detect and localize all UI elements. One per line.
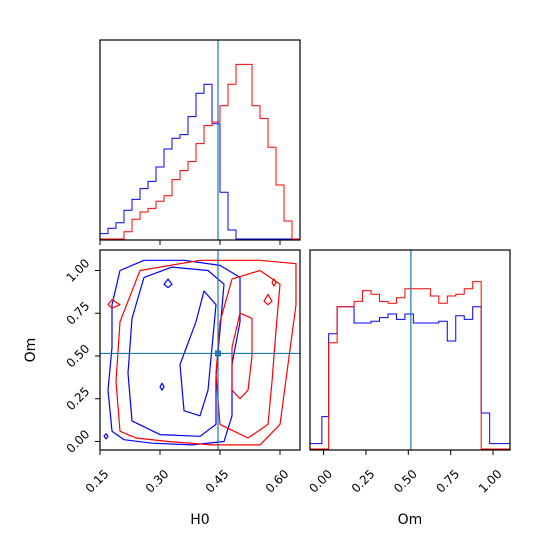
Om-marginal-x-tick-label: 1.00 [476,467,505,496]
H0-Om-joint-blue-contour [127,266,225,437]
H0-marginal-blue-histogram [99,83,300,240]
H0-Om-joint-blue-contour [179,290,217,417]
H0-Om-joint-x-tick-label: 0.45 [203,467,232,496]
H0-Om-joint-blue-contour [103,433,109,440]
x-axis-label-om: Om [398,512,423,528]
H0-Om-joint-blue-contour [163,278,173,289]
truth-point-marker [215,350,221,357]
h0-marginal-frame [99,39,301,241]
H0-Om-joint-red-contour [263,293,273,306]
H0-Om-joint-red-contour [115,259,297,446]
H0-Om-joint-blue-contour [107,259,241,446]
Om-marginal-red-histogram [310,281,510,450]
H0-Om-joint-x-tick-label: 0.15 [83,467,112,496]
H0-Om-joint-y-tick-label: 0.00 [64,427,93,456]
H0-Om-joint-y-tick-label: 1.00 [64,256,93,285]
H0-Om-joint-red-contour [231,312,253,400]
H0-Om-joint-y-tick-label: 0.25 [64,384,93,413]
H0-Om-joint-blue-contour [159,382,165,391]
H0-Om-joint-y-tick-label: 0.75 [64,299,93,328]
Om-marginal-x-tick-label: 0.75 [433,467,462,496]
Om-marginal-x-tick-label: 0.50 [391,467,420,496]
Om-marginal-blue-histogram [309,306,511,449]
y-axis-label-om: Om [23,338,39,363]
H0-Om-joint-red-contour [215,269,281,439]
om-marginal-panel: 0.00 0.25 0.50 0.75 1.00 [306,249,511,496]
H0-marginal-red-histogram [100,63,300,240]
Om-marginal-x-tick-label: 0.00 [306,467,335,496]
H0-Om-joint-x-tick-label: 0.60 [263,467,292,496]
H0-Om-joint-y-tick-label: 0.50 [64,342,93,371]
h0-om-joint-frame [99,249,301,451]
om-marginal-frame [309,249,511,451]
h0-marginal-panel [99,39,301,245]
h0-om-joint-panel: 0.15 0.30 0.45 0.60 0.00 0.25 0.50 0.75 1.00 [64,249,301,496]
H0-Om-joint-red-contour [107,299,121,309]
H0-Om-joint-red-contour [271,278,277,287]
H0-Om-joint-x-tick-label: 0.30 [143,467,172,496]
Om-marginal-x-tick-label: 0.25 [349,467,378,496]
x-axis-label-h0: H0 [190,512,209,528]
